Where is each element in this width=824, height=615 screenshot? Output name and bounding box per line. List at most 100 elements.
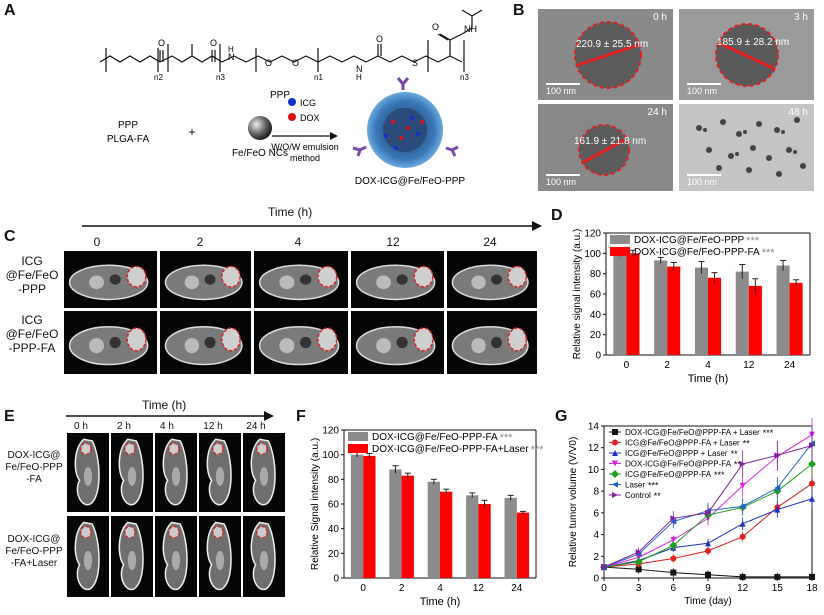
atom-s: S [412,58,418,68]
legend-marker [612,460,618,467]
bar [350,454,364,578]
legend-swatch [610,235,630,244]
y-tick-label: 2 [593,552,599,563]
x-axis-label: Time (h) [688,373,729,385]
tem-scale-48h: 100 nm [687,177,718,187]
panel-a-scheme: n2 n3 n1 n3 O O H N O O N H O S O NH PPP… [99,9,483,187]
mri-c-ppp-3 [351,251,444,308]
tem-image-48h: 48 h 100 nm [679,104,814,191]
legend-label: DOX-ICG@Fe/FeO-PPP-FA [372,432,498,443]
y-tick-label: 80 [328,475,340,486]
y-tick-label: 20 [328,549,340,560]
y-tick-label: 6 [593,508,599,519]
legend-marker [612,492,618,498]
panel-c-time-0: 0 [93,235,101,249]
atom-o5: O [376,34,383,44]
data-point [739,573,746,580]
y-tick-label: 0 [593,574,599,585]
legend-swatch [348,432,368,441]
mri-e-fa-0 [67,433,109,512]
bar [789,282,803,355]
x-tick-label: 24 [511,583,523,594]
bar [613,253,627,355]
mri-c-ppp-fa-1 [160,311,251,374]
atom-n1: N [228,52,235,62]
data-point [635,566,642,573]
legend-marker [611,470,619,478]
tem-image-3h: 3 h 185.9 ± 28.2 nm 100 nm [679,9,814,100]
y-tick-label: 60 [590,290,602,301]
legend-label: ICG@Fe/FeO@PPP-FA + Laser [625,439,740,448]
polymer-structure [99,9,483,72]
tem-image-24h: 24 h 161.9 ± 21.8 nm 100 nm [538,104,673,191]
x-tick-label: 2 [399,583,405,594]
panel-e-time-4: 4 h [160,421,174,432]
bar [504,497,517,578]
panel-e-time-title: Time (h) [142,398,187,412]
panel-label-b: B [513,2,525,19]
legend-significance: *** [762,247,776,259]
panel-e-row2-label: DOX-ICG@ Fe/FeO-PPP -FA+Laser [2,534,66,570]
panel-e-time-arrow [66,411,274,421]
bar [478,504,491,578]
tem-time-24h: 24 h [647,107,667,118]
data-point [635,548,642,555]
data-point [601,564,607,571]
scale-bar-0h [546,83,580,85]
y-tick-label: 40 [590,310,602,321]
legend-icg: ICG [300,98,316,108]
scale-bar-3h [687,83,721,85]
legend-label: DOX-ICG@Fe/FeO-PPP-FA [634,247,760,258]
panel-e-time-2: 2 h [117,421,131,432]
x-tick-label: 12 [737,583,749,594]
mri-e-fa-laser-0 [67,516,109,597]
dox-dot [288,113,296,121]
data-point [774,573,781,580]
x-tick-label: 24 [784,360,796,371]
legend-swatch [348,444,368,453]
bar [363,455,376,578]
y-tick-label: 14 [588,422,600,433]
mri-e-fa-laser-3 [199,516,241,597]
bar [401,475,414,578]
method-line1: W/O/W emulsion [271,142,339,152]
mri-c-ppp-4 [447,251,537,308]
tem-scale-0h: 100 nm [546,86,577,96]
tem-time-3h: 3 h [794,12,808,23]
row1-line2: @Fe/FeO [5,268,59,282]
row1-line3: -PPP [17,282,46,296]
legend-label: DOX-ICG@Fe/FeO@PPP-FA [625,460,732,469]
chart-g: 0 2 4 6 8 10 12 14 0 3 6 9 12 15 18 Time (day) Relative … [568,418,818,607]
data-point [809,480,815,487]
y-tick-label: 120 [584,229,601,240]
y-tick-label: 0 [595,351,601,362]
mri-c-ppp-0 [64,251,157,308]
atom-o2: O [210,38,217,48]
legend-significance: *** [500,432,514,444]
mri-c-ppp-fa-4 [447,311,537,374]
data-point [739,503,746,510]
data-point [739,461,746,467]
bar [516,512,530,578]
legend-marker [612,450,618,456]
legend-significance: *** [746,235,760,247]
data-point [670,555,677,562]
mri-c-ppp-fa-0 [64,311,157,374]
x-tick-label: 0 [601,583,607,594]
product-label: DOX-ICG@Fe/FeO-PPP [355,176,465,187]
x-tick-label: 4 [705,360,711,371]
bar [626,253,640,355]
legend-significance: *** [763,428,774,438]
data-point [634,557,643,566]
bar [427,481,440,578]
data-point [670,537,677,543]
legend-significance: ** [743,439,751,449]
subscript-n3b: n3 [460,73,469,82]
reagent-ppp: PPP [118,120,138,131]
data-point [739,482,746,489]
y-axis-label: Relative signal intensity (a.u.) [572,229,583,360]
atom-nh: NH [464,24,477,34]
tem-scale-24h: 100 nm [546,177,577,187]
y-tick-label: 100 [322,450,339,461]
mri-c-ppp-fa-3 [351,311,444,374]
